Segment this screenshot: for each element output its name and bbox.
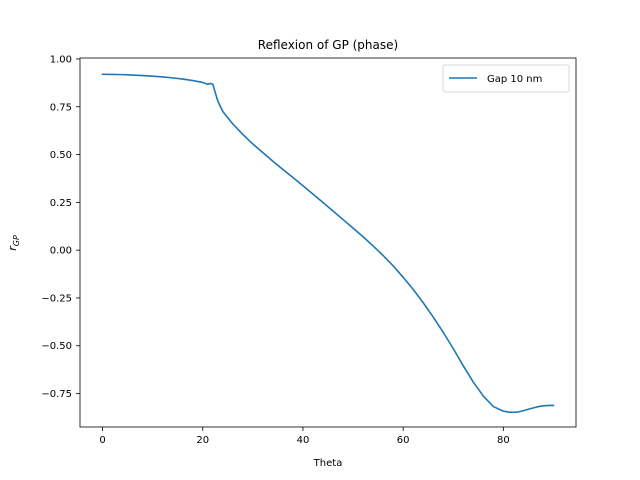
chart-title: Reflexion of GP (phase): [258, 38, 398, 52]
x-tick-label: 60: [397, 435, 410, 446]
y-tick-label: −0.50: [41, 341, 72, 352]
legend: Gap 10 nm: [442, 64, 570, 93]
y-tick-label: 0.75: [50, 102, 72, 113]
x-axis-label: Theta: [313, 458, 343, 469]
y-tick-label: 1.00: [50, 54, 72, 65]
x-tick-label: 40: [297, 435, 310, 446]
y-axis: 1.00 0.75 0.50 0.25 0.00 −0.25 −0.50 −0.75: [41, 54, 80, 400]
y-tick-label: 0.25: [50, 198, 72, 209]
x-tick-label: 20: [196, 435, 209, 446]
series-line-gap-10-nm: [101, 73, 555, 414]
legend-box: [442, 64, 570, 93]
plot-frame: [79, 57, 577, 428]
plot-background: [80, 58, 576, 427]
y-axis-label-subscript: GP: [12, 235, 21, 246]
y-axis-label-main: r: [6, 245, 19, 251]
legend-label: Gap 10 nm: [487, 74, 542, 85]
x-axis: 0 20 40 60 80: [99, 427, 510, 446]
x-tick-label: 0: [99, 435, 105, 446]
y-tick-label: −0.25: [41, 293, 72, 304]
plot-area: [79, 57, 577, 428]
y-tick-label: −0.75: [41, 389, 72, 400]
y-tick-label: 0.50: [50, 150, 72, 161]
y-tick-label: 0.00: [50, 246, 72, 257]
x-tick-label: 80: [497, 435, 510, 446]
y-axis-label: rGP: [6, 235, 21, 251]
